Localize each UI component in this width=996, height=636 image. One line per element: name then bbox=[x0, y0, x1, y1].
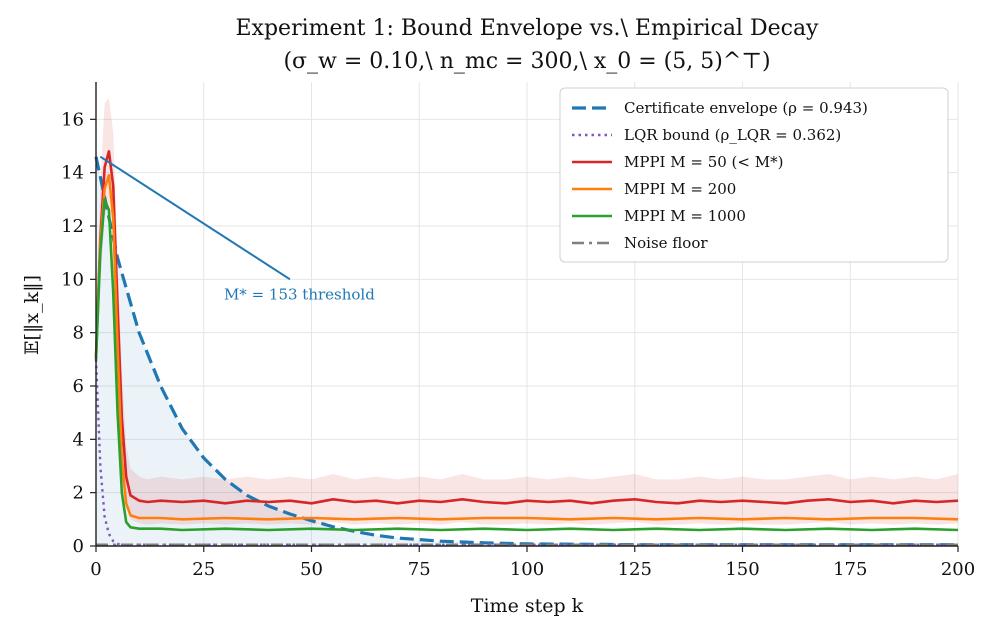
legend-label: MPPI M = 1000 bbox=[624, 207, 746, 225]
annotation: M* = 153 threshold bbox=[99, 155, 375, 303]
y-axis-label: 𝔼[‖x_k‖] bbox=[21, 275, 43, 355]
series-lines bbox=[94, 150, 959, 547]
x-tick-label: 200 bbox=[941, 559, 975, 580]
axes: 0 25 50 75 100 125 150 175 200 0 2 4 6 8 10 12 14 16 bbox=[61, 82, 975, 580]
series-line-3 bbox=[94, 174, 959, 521]
annotation-arrow bbox=[99, 155, 291, 281]
legend-label: MPPI M = 50 (< M*) bbox=[624, 153, 783, 171]
y-tick-label: 6 bbox=[73, 376, 84, 397]
x-tick-label: 0 bbox=[90, 559, 101, 580]
y-tick-label: 16 bbox=[61, 109, 84, 130]
x-tick-label: 125 bbox=[618, 559, 652, 580]
series-line-2 bbox=[94, 150, 959, 505]
legend-label: LQR bound (ρ_LQR = 0.362) bbox=[624, 126, 841, 144]
chart-subtitle: (σ_w = 0.10,\ n_mc = 300,\ x_0 = (5, 5)^… bbox=[283, 49, 770, 74]
legend: Certificate envelope (ρ = 0.943) LQR boun… bbox=[559, 87, 949, 263]
series-line-4 bbox=[94, 198, 959, 532]
x-tick-label: 50 bbox=[300, 559, 323, 580]
series-line-1 bbox=[94, 359, 958, 546]
chart-title: Experiment 1: Bound Envelope vs.\ Empiri… bbox=[236, 16, 820, 41]
y-tick-label: 10 bbox=[61, 269, 84, 290]
x-tick-label: 100 bbox=[510, 559, 544, 580]
y-tick-label: 12 bbox=[61, 216, 84, 237]
legend-box bbox=[559, 87, 949, 263]
x-tick-label: 25 bbox=[192, 559, 215, 580]
y-tick-label: 4 bbox=[73, 429, 84, 450]
annotation-label: M* = 153 threshold bbox=[224, 285, 375, 303]
x-tick-label: 175 bbox=[833, 559, 867, 580]
y-tick-label: 8 bbox=[73, 323, 84, 344]
x-axis-label: Time step k bbox=[471, 595, 584, 617]
legend-label: MPPI M = 200 bbox=[624, 180, 736, 198]
legend-label: Noise floor bbox=[624, 234, 708, 252]
y-tick-label: 14 bbox=[61, 163, 84, 184]
x-tick-label: 150 bbox=[725, 559, 759, 580]
envelope-fill bbox=[96, 156, 958, 546]
legend-label: Certificate envelope (ρ = 0.943) bbox=[624, 99, 868, 117]
y-tick-label: 0 bbox=[73, 536, 84, 557]
y-tick-label: 2 bbox=[73, 483, 84, 504]
x-tick-label: 75 bbox=[408, 559, 431, 580]
confidence-bands bbox=[96, 98, 958, 546]
series-band bbox=[96, 98, 958, 525]
